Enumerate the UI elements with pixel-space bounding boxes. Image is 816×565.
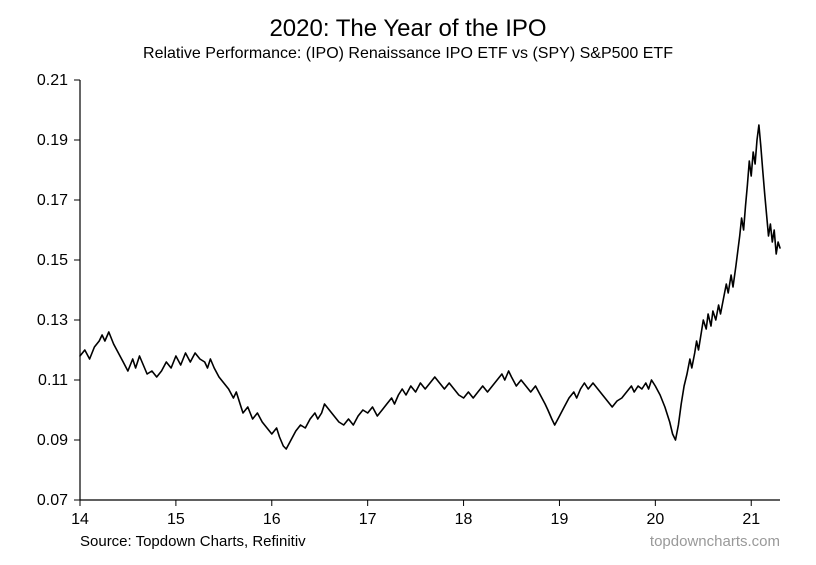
y-tick-label: 0.13 — [37, 312, 68, 329]
x-tick-label: 21 — [742, 511, 760, 528]
x-tick-label: 14 — [71, 511, 89, 528]
series-line — [80, 125, 780, 449]
x-tick-label: 16 — [263, 511, 281, 528]
y-tick-label: 0.17 — [37, 192, 68, 209]
watermark: topdowncharts.com — [650, 533, 780, 550]
chart-subtitle: Relative Performance: (IPO) Renaissance … — [143, 45, 673, 62]
y-tick-label: 0.07 — [37, 492, 68, 509]
y-tick-label: 0.21 — [37, 72, 68, 89]
y-tick-label: 0.09 — [37, 432, 68, 449]
x-tick-label: 18 — [455, 511, 473, 528]
chart-title: 2020: The Year of the IPO — [269, 15, 546, 42]
line-chart: 2020: The Year of the IPO Relative Perfor… — [0, 0, 816, 565]
y-tick-label: 0.15 — [37, 252, 68, 269]
x-tick-label: 17 — [359, 511, 377, 528]
x-tick-label: 19 — [551, 511, 569, 528]
chart-svg: 2020: The Year of the IPO Relative Perfor… — [0, 0, 816, 565]
y-tick-label: 0.19 — [37, 132, 68, 149]
x-tick-label: 15 — [167, 511, 185, 528]
y-tick-label: 0.11 — [38, 372, 68, 389]
source-label: Source: Topdown Charts, Refinitiv — [80, 533, 306, 550]
x-tick-label: 20 — [646, 511, 664, 528]
